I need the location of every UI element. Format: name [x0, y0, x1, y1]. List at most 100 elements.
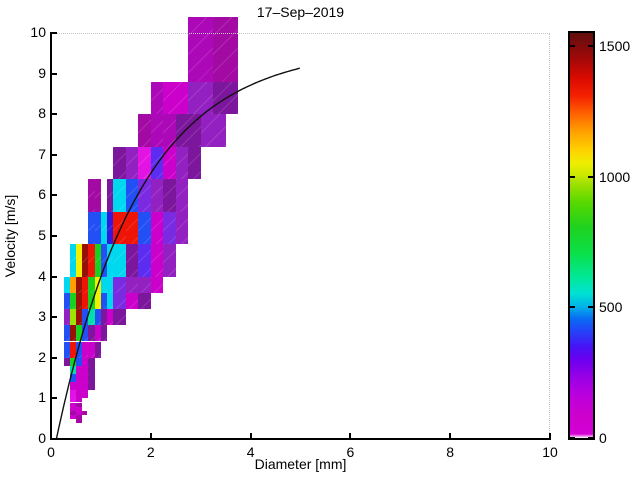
heatmap-cell — [88, 365, 95, 375]
heatmap-cell — [88, 292, 95, 310]
heatmap-cell — [88, 309, 95, 326]
heatmap-cell — [150, 244, 164, 277]
heatmap-cell — [188, 16, 214, 82]
x-axis-tick-label: 2 — [146, 444, 155, 460]
heatmap-cell — [69, 276, 77, 293]
heatmap-cell — [150, 276, 164, 293]
heatmap-cell — [88, 341, 95, 358]
heatmap-cell — [82, 244, 89, 277]
colorbar-tick-label: 1000 — [599, 168, 631, 185]
x-axis-tick-label: 4 — [246, 444, 255, 460]
heatmap-cell — [82, 325, 89, 342]
colorbar-tick — [570, 45, 575, 48]
heatmap-cell — [113, 146, 126, 180]
heatmap-cell — [88, 357, 95, 366]
heatmap-cell — [88, 211, 95, 245]
heatmap-cell — [82, 382, 89, 391]
heatmap-cell — [88, 325, 95, 342]
heatmap-cell — [69, 374, 77, 383]
plot-title: 17–Sep–2019 — [256, 4, 345, 20]
heatmap-cell — [94, 179, 102, 212]
heatmap-cell — [82, 410, 87, 415]
y-axis-tick-label: 4 — [38, 267, 46, 284]
heatmap-cell — [138, 292, 151, 310]
x-axis-label: Diameter [mm] — [254, 456, 347, 472]
y-axis-tick-label: 3 — [38, 308, 46, 325]
heatmap-cell — [76, 341, 83, 358]
heatmap-cell — [82, 374, 89, 383]
x-axis-tick — [149, 433, 152, 439]
x-axis-tick — [349, 433, 352, 439]
heatmap-cell — [76, 365, 83, 375]
axis-right-border — [549, 33, 550, 439]
heatmap-cell — [88, 179, 95, 212]
y-axis-tick-label: 6 — [38, 186, 46, 203]
heatmap-cell — [69, 410, 77, 415]
heatmap-cell — [107, 211, 114, 245]
heatmap-cell — [76, 410, 83, 415]
heatmap-cell — [69, 398, 77, 403]
heatmap-cell — [150, 179, 164, 212]
heatmap-cell — [69, 402, 77, 407]
y-axis-tick — [51, 72, 57, 75]
heatmap-cell — [163, 179, 176, 212]
heatmap-cell — [125, 146, 139, 180]
y-axis-tick — [51, 32, 57, 34]
heatmap-cell — [82, 309, 89, 326]
heatmap-cell — [113, 244, 126, 277]
colorbar — [568, 31, 595, 440]
heatmap-cell — [100, 244, 108, 277]
y-axis-tick — [51, 397, 57, 400]
x-axis-tick — [549, 433, 551, 439]
heatmap-cell — [125, 244, 139, 277]
heatmap-cell — [107, 292, 114, 310]
heatmap-cell — [150, 211, 164, 245]
heatmap-cell — [107, 179, 114, 212]
y-axis-tick-label: 5 — [38, 227, 46, 243]
heatmap-cell — [76, 276, 83, 293]
heatmap-cell — [138, 146, 151, 180]
heatmap-cell — [76, 390, 83, 399]
heatmap-cell — [100, 276, 108, 293]
heatmap-cell — [94, 292, 102, 310]
heatmap-cell — [69, 244, 77, 277]
heatmap-cell — [113, 276, 126, 293]
heatmap-cell — [69, 325, 77, 342]
heatmap-cell — [107, 309, 114, 326]
heatmap-cell — [175, 146, 189, 180]
heatmap-cell — [138, 244, 151, 277]
y-axis-tick-label: 8 — [38, 105, 46, 122]
heatmap-cell — [63, 341, 70, 358]
heatmap-cell — [69, 382, 77, 391]
x-axis-tick-label: 10 — [542, 444, 558, 460]
heatmap-cell — [69, 406, 77, 411]
y-axis-tick — [51, 438, 57, 440]
heatmap-cell — [88, 374, 95, 383]
axis-top-border — [51, 33, 550, 34]
heatmap-cell — [100, 325, 108, 342]
heatmap-cell — [82, 357, 89, 366]
heatmap-cell — [107, 276, 114, 293]
y-axis-tick-label: 10 — [30, 24, 46, 40]
x-axis-tick-label: 8 — [446, 444, 455, 460]
colorbar-tick — [570, 175, 575, 178]
colorbar-tick — [588, 175, 593, 178]
x-axis-tick — [449, 433, 452, 439]
heatmap-cell — [69, 357, 77, 366]
heatmap-cell — [113, 292, 126, 310]
heatmap-cell — [63, 325, 70, 342]
heatmap-cell — [94, 244, 102, 277]
y-axis-tick — [51, 153, 57, 156]
heatmap-cell — [113, 309, 126, 326]
heatmap-cell — [82, 341, 89, 358]
heatmap-cell — [76, 382, 83, 391]
x-axis-line — [50, 438, 551, 440]
colorbar-tick-label: 500 — [599, 299, 623, 316]
heatmap-cell — [163, 81, 189, 115]
heatmap-cell — [163, 146, 176, 180]
colorbar-tick — [588, 45, 593, 48]
heatmap-cell — [76, 398, 83, 403]
heatmap-cell — [76, 292, 83, 310]
